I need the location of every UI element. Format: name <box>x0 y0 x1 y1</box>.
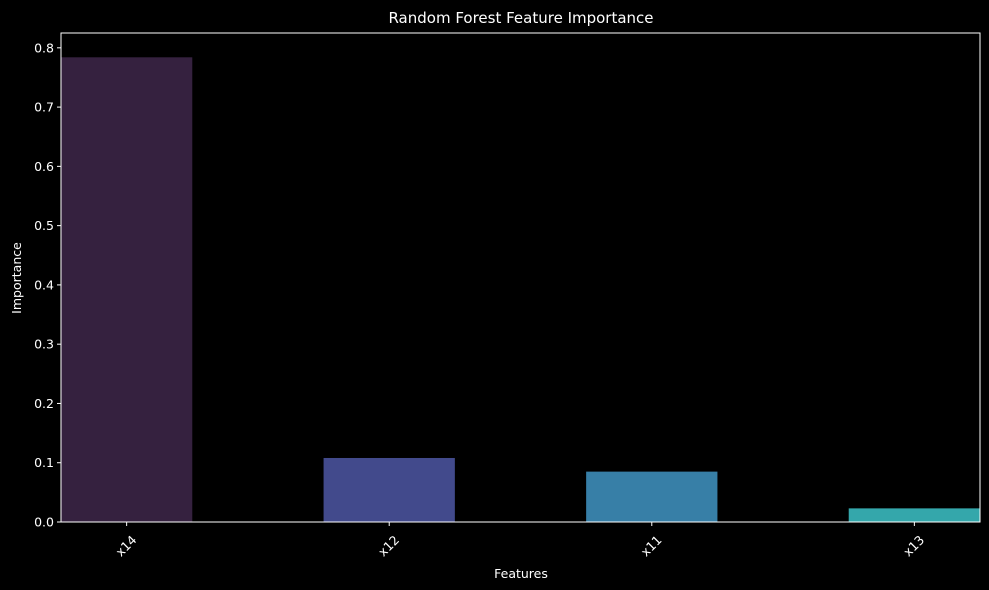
x-tick-label-x12: x12 <box>375 532 402 559</box>
x-tick-label-x13: x13 <box>900 532 927 559</box>
bar-x11 <box>586 471 718 522</box>
x-tick-label-x11: x11 <box>638 532 665 559</box>
x-ticks-group: x14 x12 x11 x13 <box>112 522 927 559</box>
y-tick-label: 0.0 <box>34 515 54 530</box>
y-ticks-group: 0.0 0.1 0.2 0.3 0.4 0.5 0.6 0.7 0.8 <box>34 40 61 530</box>
y-tick-label: 0.7 <box>34 100 54 115</box>
y-axis-label: Importance <box>9 242 24 314</box>
bars-group <box>61 57 980 522</box>
y-tick-label: 0.4 <box>34 277 54 292</box>
y-tick-label: 0.6 <box>34 159 54 174</box>
y-tick-label: 0.1 <box>34 455 54 470</box>
y-tick-label: 0.3 <box>34 337 54 352</box>
y-tick-label: 0.8 <box>34 40 54 55</box>
x-tick-label-x14: x14 <box>112 532 139 559</box>
bar-x13 <box>848 508 980 522</box>
chart-title: Random Forest Feature Importance <box>388 9 653 27</box>
bar-x14 <box>61 57 193 522</box>
y-tick-label: 0.2 <box>34 396 54 411</box>
plot-frame <box>60 32 981 523</box>
y-tick-label: 0.5 <box>34 218 54 233</box>
bar-x12 <box>323 457 455 522</box>
x-axis-label: Features <box>494 566 548 581</box>
